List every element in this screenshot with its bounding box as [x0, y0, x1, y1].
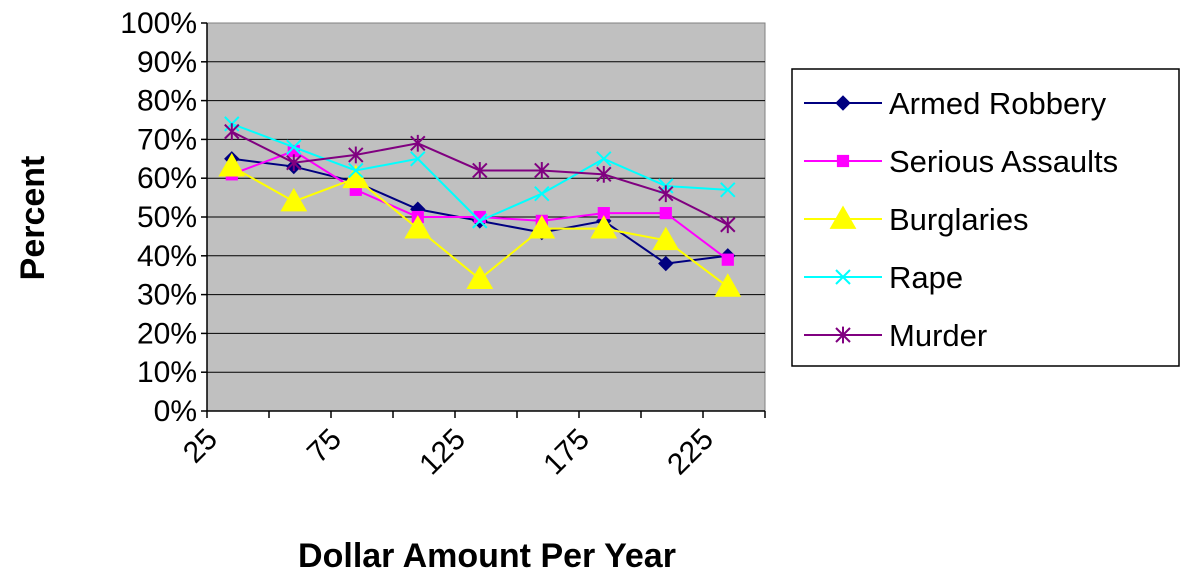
data-point [472, 213, 488, 229]
legend-label: Murder [889, 318, 987, 353]
y-tick-label: 50% [137, 201, 197, 234]
data-point [410, 151, 426, 167]
data-point [280, 187, 308, 212]
x-tick-label: 175 [537, 423, 596, 482]
series-rape [224, 116, 736, 229]
x-tick-label: 75 [301, 423, 348, 470]
legend-item: Armed Robbery [804, 86, 1107, 121]
data-point [596, 165, 612, 183]
x-axis-title: Dollar Amount Per Year [298, 537, 676, 575]
data-point [835, 269, 851, 285]
data-point [835, 95, 851, 111]
y-tick-label: 0% [154, 395, 197, 428]
data-point [835, 326, 851, 344]
data-point [658, 255, 674, 272]
data-point [348, 162, 364, 179]
data-point [534, 186, 550, 202]
data-point [218, 153, 246, 177]
y-tick-label: 100% [120, 7, 197, 40]
legend-item: Murder [804, 318, 987, 353]
data-point [659, 207, 672, 220]
y-tick-label: 60% [137, 162, 197, 195]
data-point [720, 216, 736, 234]
data-point [590, 215, 618, 239]
y-tick-label: 70% [137, 123, 197, 156]
data-point [410, 134, 426, 152]
y-tick-label: 40% [137, 240, 197, 273]
y-axis-ticks: 0% 10% 20% 30% 40% 50% 60% 70% 80% 90% 100% [120, 7, 207, 428]
data-point [466, 265, 494, 289]
data-point [224, 123, 240, 141]
series-murder [224, 123, 736, 234]
y-axis-title: Percent [14, 156, 52, 281]
data-point [721, 253, 734, 266]
x-tick-label: 25 [177, 423, 224, 470]
data-point [528, 215, 556, 239]
data-point [348, 146, 364, 164]
data-point [658, 185, 674, 203]
data-point [286, 154, 302, 172]
data-point [652, 226, 680, 251]
legend-box [791, 68, 1180, 367]
legend-item: Burglaries [804, 202, 1029, 237]
data-point [836, 154, 850, 168]
data-point [714, 273, 742, 297]
x-tick-label: 125 [413, 423, 472, 482]
data-point [596, 151, 612, 167]
data-point [404, 215, 432, 239]
y-tick-label: 90% [137, 46, 197, 79]
data-point [472, 162, 488, 179]
legend-label: Serious Assaults [889, 144, 1118, 179]
data-point [829, 205, 857, 229]
y-tick-label: 80% [137, 85, 197, 118]
x-tick-label: 225 [661, 423, 720, 482]
legend-label: Burglaries [889, 202, 1029, 237]
y-tick-label: 20% [137, 317, 197, 350]
legend-item: Rape [804, 260, 963, 295]
x-axis-ticks: 25 75 125 175 225 [177, 411, 766, 482]
legend: Armed Robbery Serious Assaults Burglaries R… [791, 68, 1180, 367]
data-point [286, 139, 302, 155]
data-point [534, 162, 550, 179]
legend-label: Rape [889, 260, 963, 295]
data-point [473, 210, 486, 224]
y-tick-label: 10% [137, 356, 197, 389]
legend-label: Armed Robbery [889, 86, 1107, 121]
data-point [720, 182, 736, 198]
series-layer [218, 116, 742, 297]
y-tick-label: 30% [137, 279, 197, 312]
legend-item: Serious Assaults [804, 144, 1118, 179]
